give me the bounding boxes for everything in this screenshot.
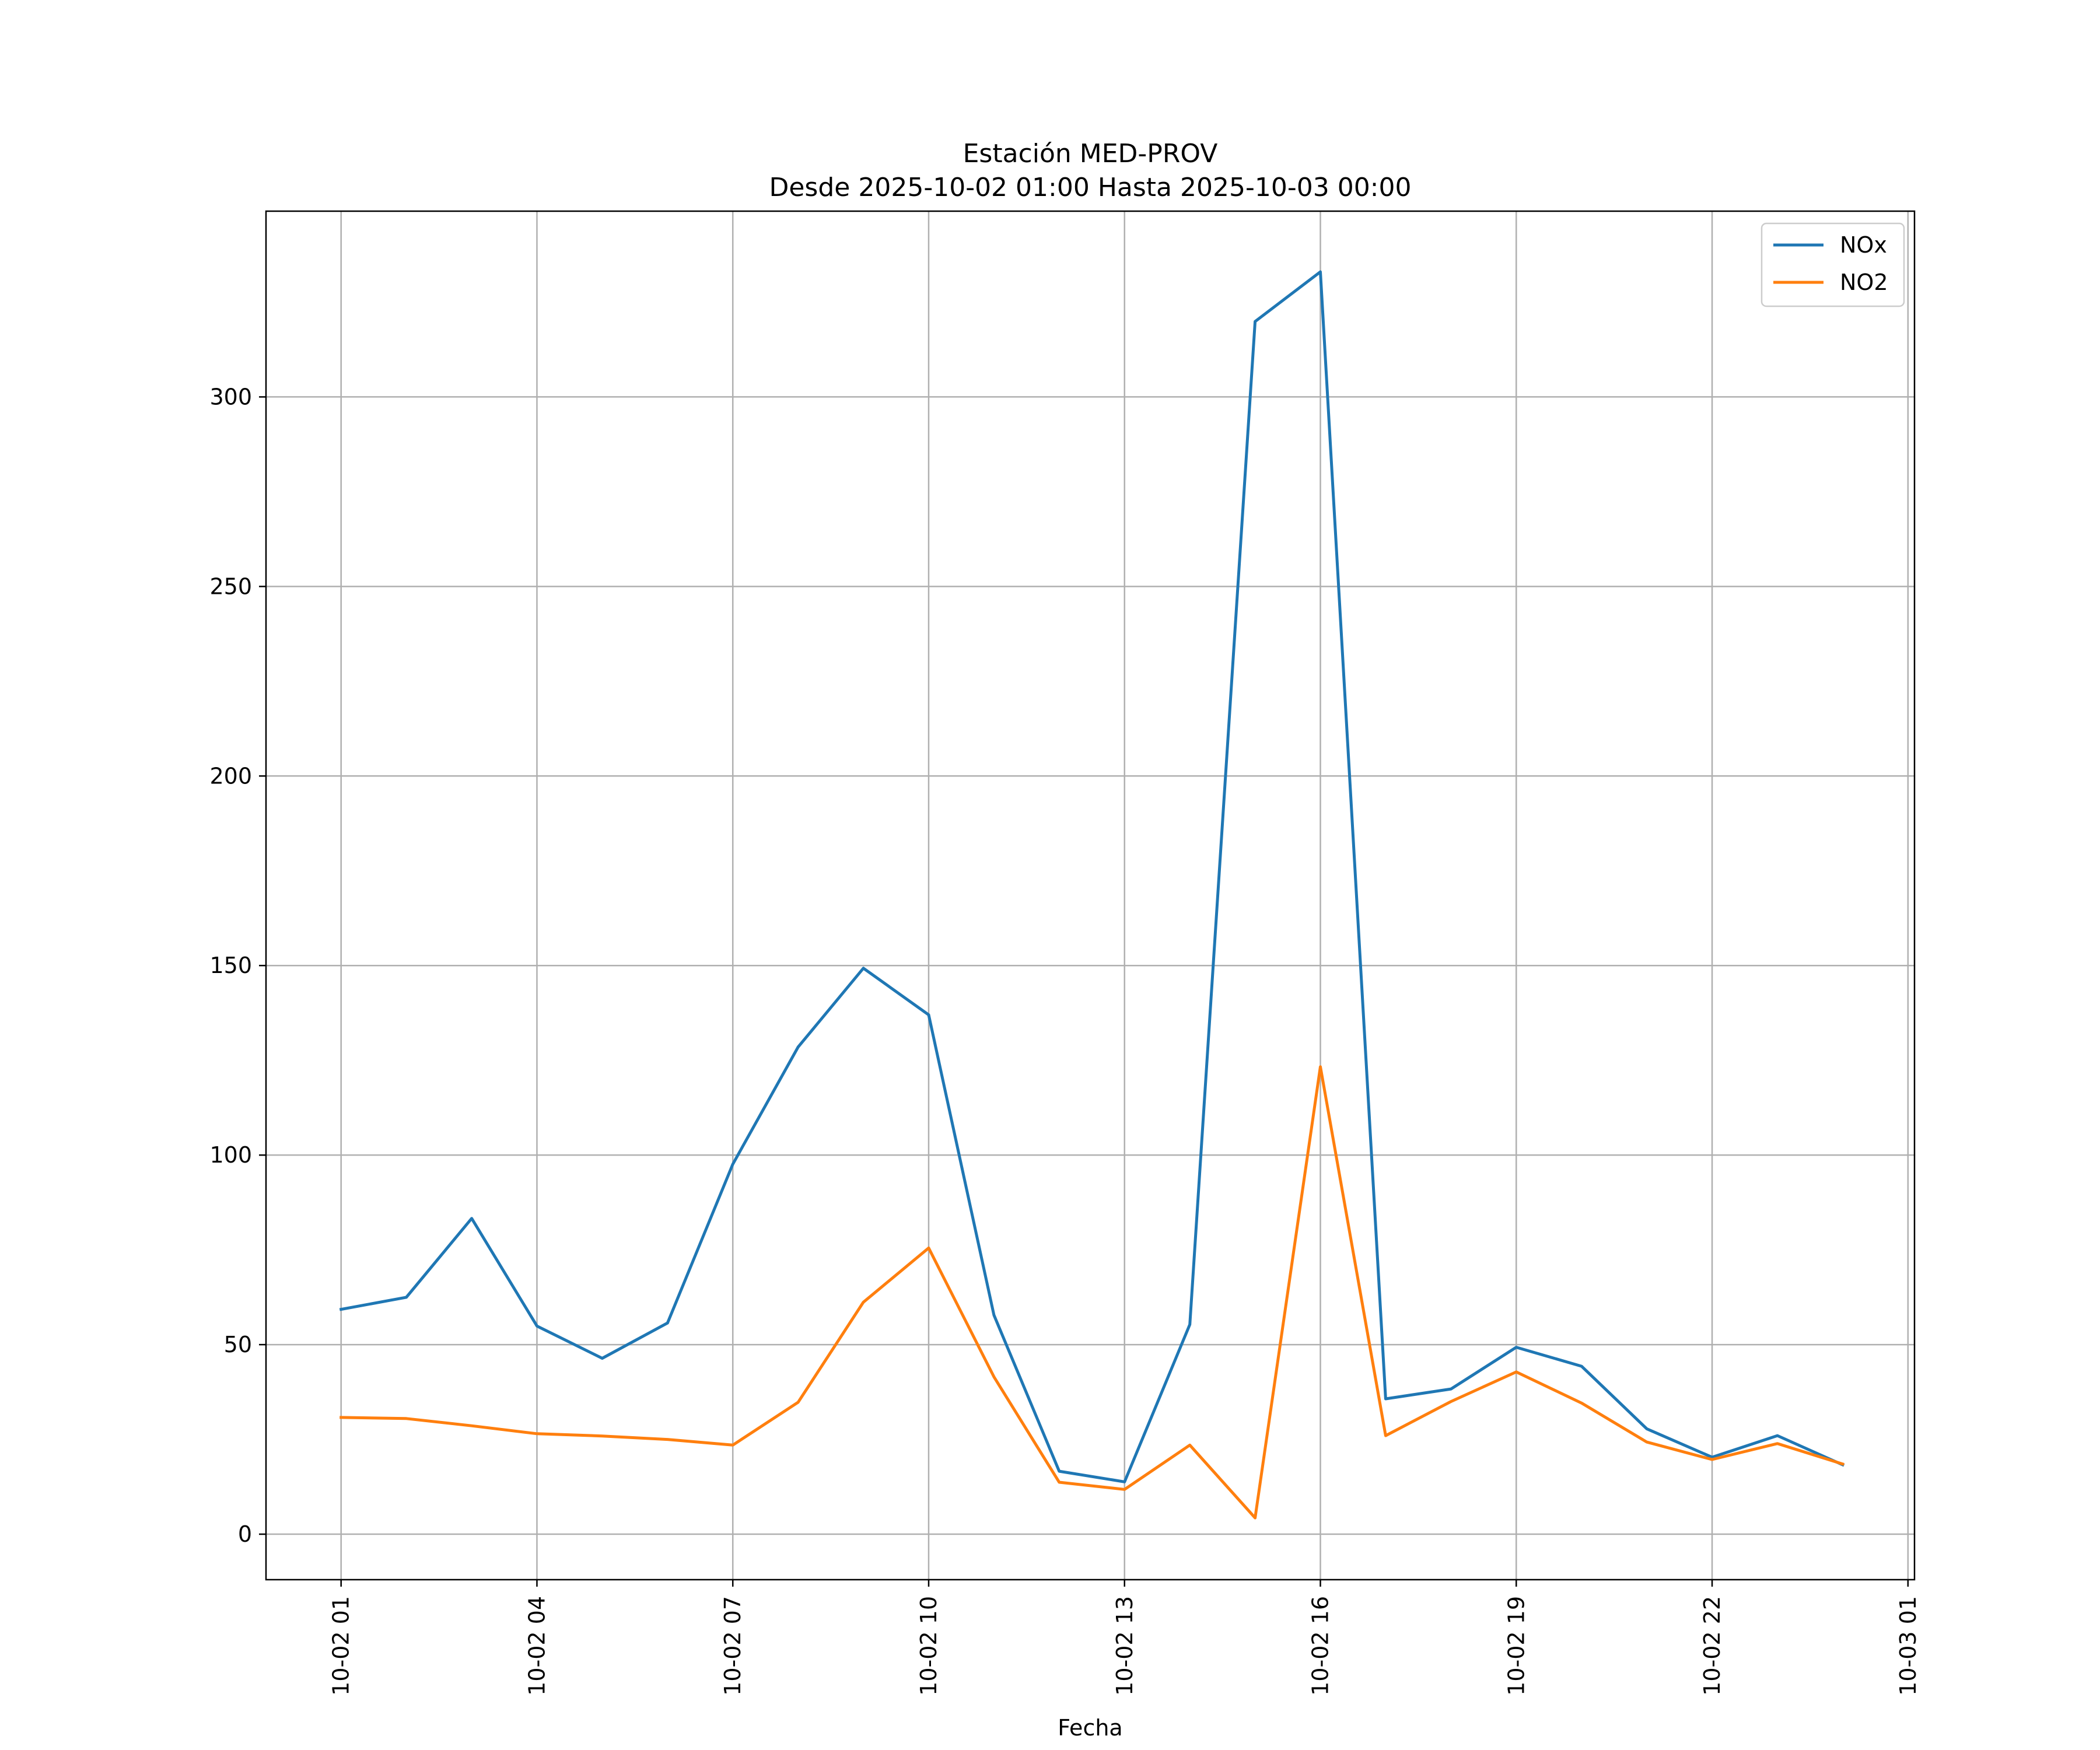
x-tick-label: 10-02 16 (1308, 1596, 1334, 1696)
grid-lines (266, 211, 1915, 1580)
y-tick-label: 150 (209, 953, 252, 978)
x-tick-label: 10-02 04 (524, 1596, 550, 1696)
x-axis-label: Fecha (1058, 1715, 1122, 1741)
x-tick-label: 10-02 22 (1699, 1596, 1725, 1696)
series-line-no2 (340, 1065, 1845, 1520)
x-tick-label: 10-03 01 (1895, 1596, 1921, 1696)
y-tick-label: 50 (224, 1332, 252, 1357)
y-tick-label: 100 (209, 1142, 252, 1168)
y-tick-label: 250 (209, 573, 252, 599)
x-tick-label: 10-02 10 (916, 1596, 942, 1696)
x-tick-label: 10-02 19 (1503, 1596, 1529, 1696)
y-tick-label: 200 (209, 763, 252, 789)
y-tick-label: 300 (209, 384, 252, 410)
legend-label-nox: NOx (1840, 232, 1887, 258)
chart-title: Estación MED-PROV (963, 139, 1218, 169)
legend-label-no2: NO2 (1840, 270, 1888, 295)
x-tick-label: 10-02 01 (328, 1596, 354, 1696)
legend: NOx NO2 (1760, 222, 1905, 307)
series-line-nox (339, 270, 1845, 1483)
plot-area-frame (265, 210, 1916, 1581)
series-lines (339, 270, 1845, 1520)
x-tick-label: 10-02 13 (1112, 1596, 1138, 1696)
x-tick-label: 10-02 07 (720, 1596, 746, 1696)
y-tick-label: 0 (238, 1521, 252, 1547)
axis-ticks: 10-02 01 10-02 04 10-02 07 10-02 10 10-02 13… (209, 384, 1920, 1695)
chart-subtitle: Desde 2025-10-02 01:00 Hasta 2025-10-03 … (769, 173, 1411, 202)
